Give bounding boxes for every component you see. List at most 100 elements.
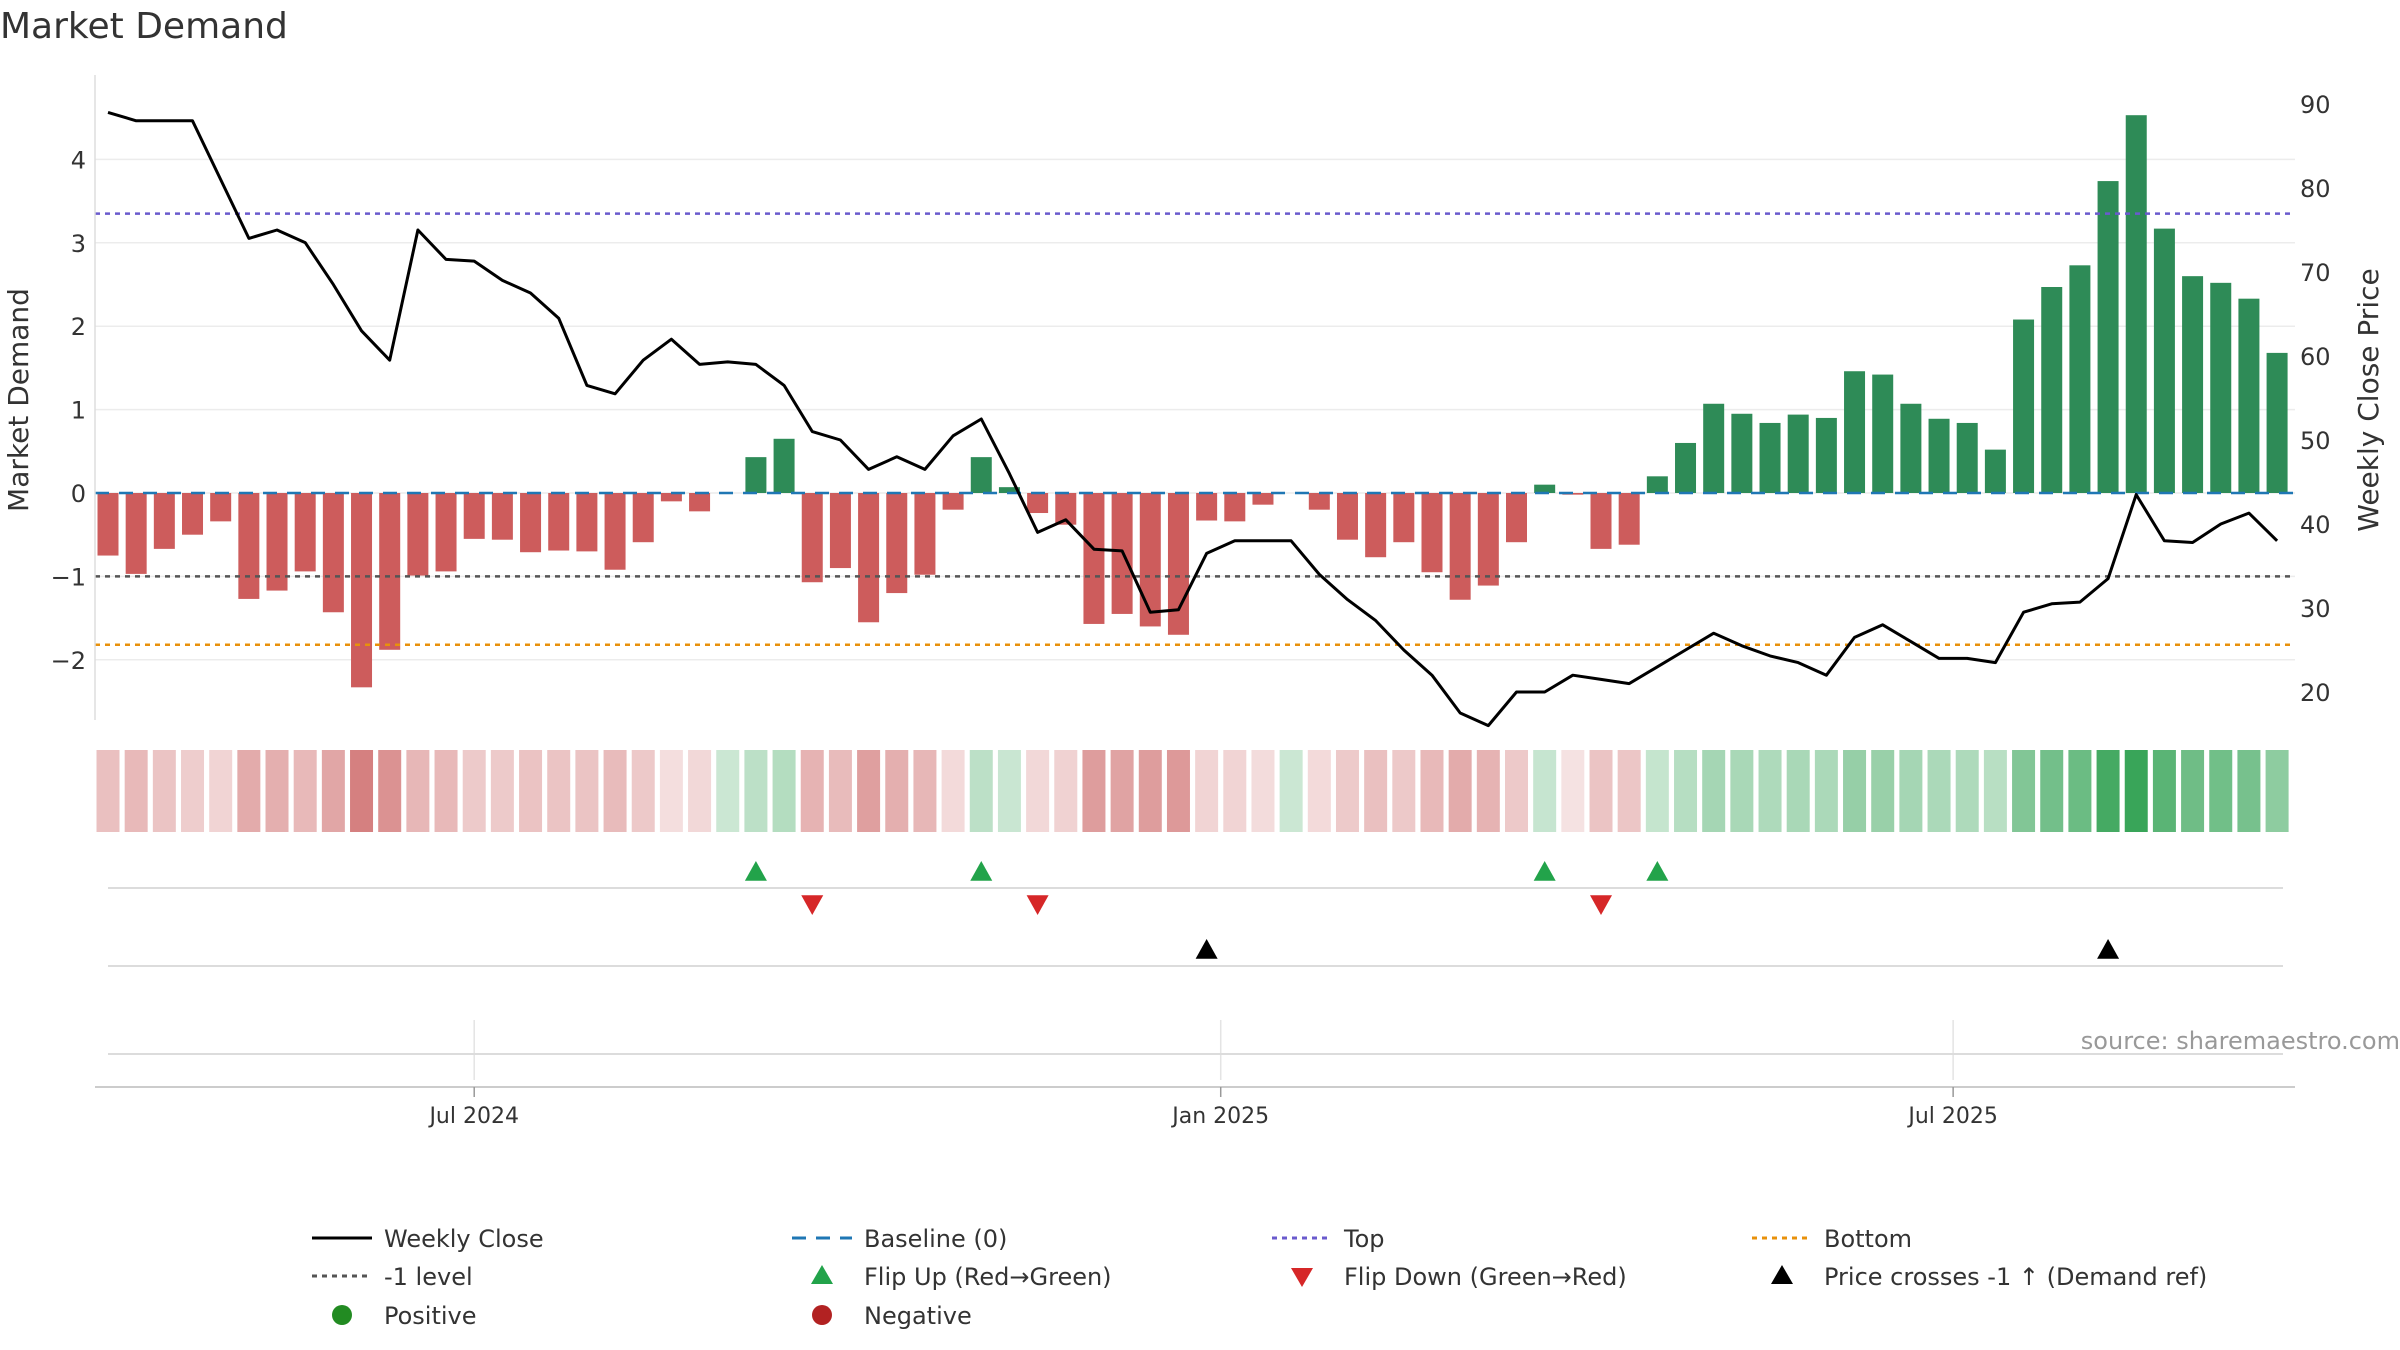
legend-label: Positive bbox=[384, 1302, 477, 1330]
demand-bar bbox=[407, 493, 429, 576]
heat-cell bbox=[2181, 750, 2205, 832]
demand-bar bbox=[1224, 493, 1246, 522]
demand-bar bbox=[463, 493, 485, 539]
heat-cell bbox=[1786, 750, 1810, 832]
heat-cell bbox=[1702, 750, 1726, 832]
heat-cell bbox=[688, 750, 712, 832]
heat-cell bbox=[1476, 750, 1500, 832]
heat-cell bbox=[1364, 750, 1388, 832]
demand-bar bbox=[801, 493, 823, 583]
demand-bar bbox=[97, 493, 119, 556]
heat-cell bbox=[2040, 750, 2064, 832]
x-tick-label: Jul 2025 bbox=[1906, 1104, 1998, 1129]
demand-bar bbox=[773, 438, 795, 493]
heat-cell bbox=[1223, 750, 1247, 832]
source-credit: source: sharemaestro.com bbox=[2081, 1027, 2400, 1055]
y-axis-left-label: Market Demand bbox=[2, 288, 35, 512]
heat-cell bbox=[1927, 750, 1951, 832]
legend-item: Flip Up (Red→Green) bbox=[811, 1263, 1112, 1291]
demand-bar bbox=[1196, 493, 1218, 521]
demand-bars bbox=[97, 115, 2288, 688]
heat-cell bbox=[1448, 750, 1472, 832]
heat-cell bbox=[2012, 750, 2036, 832]
demand-bar bbox=[379, 493, 401, 650]
legend-item: Baseline (0) bbox=[792, 1225, 1007, 1253]
demand-bar bbox=[1956, 422, 1978, 493]
heat-cell bbox=[2068, 750, 2092, 832]
heat-cell bbox=[2096, 750, 2120, 832]
x-tick-label: Jan 2025 bbox=[1170, 1104, 1269, 1129]
demand-bar bbox=[351, 493, 373, 688]
weekly-close-line bbox=[107, 110, 2279, 728]
heat-cell bbox=[744, 750, 768, 832]
heat-cell bbox=[1617, 750, 1641, 832]
demand-bar bbox=[970, 457, 992, 493]
legend-label: Price crosses -1 ↑ (Demand ref) bbox=[1824, 1263, 2207, 1291]
legend-label: Top bbox=[1343, 1225, 1385, 1253]
heat-cell bbox=[772, 750, 796, 832]
legend-swatch bbox=[1291, 1268, 1313, 1287]
y-tick-label-right: 30 bbox=[2300, 595, 2331, 623]
heat-cell bbox=[1814, 750, 1838, 832]
legend-item: Weekly Close bbox=[312, 1225, 544, 1253]
heat-cell bbox=[1899, 750, 1923, 832]
heat-cell bbox=[1082, 750, 1106, 832]
heat-cell bbox=[1505, 750, 1528, 832]
legend-swatch bbox=[812, 1305, 832, 1325]
legend-swatch bbox=[1771, 1265, 1793, 1284]
demand-bar bbox=[1872, 374, 1894, 493]
demand-bar bbox=[1365, 493, 1387, 558]
y-axis-right-label: Weekly Close Price bbox=[2352, 268, 2385, 531]
heat-cell bbox=[1138, 750, 1162, 832]
demand-heat-strip bbox=[96, 750, 2289, 832]
demand-bar bbox=[886, 493, 908, 594]
y-tick-label-left: 3 bbox=[71, 230, 86, 258]
heat-cell bbox=[237, 750, 261, 832]
demand-bar bbox=[182, 493, 204, 535]
demand-bar bbox=[1900, 403, 1922, 493]
heat-cell bbox=[941, 750, 965, 832]
event-markers bbox=[744, 861, 2120, 959]
demand-bar bbox=[745, 457, 767, 493]
heat-cell bbox=[547, 750, 571, 832]
legend-swatch bbox=[811, 1265, 833, 1284]
heat-cell bbox=[1420, 750, 1444, 832]
demand-bar bbox=[1618, 493, 1640, 545]
heat-cell bbox=[1758, 750, 1782, 832]
heat-cell bbox=[969, 750, 993, 832]
heat-cell bbox=[181, 750, 205, 832]
demand-bar bbox=[942, 493, 964, 510]
legend-item: -1 level bbox=[312, 1263, 473, 1291]
demand-bar bbox=[2210, 282, 2232, 493]
demand-bar bbox=[294, 493, 316, 572]
legend: Weekly Close Baseline (0) Top Bottom -1 leve… bbox=[312, 1225, 2207, 1330]
y-tick-label-left: −2 bbox=[51, 647, 86, 675]
heat-cell bbox=[1674, 750, 1698, 832]
flip-up-marker bbox=[1533, 861, 1556, 881]
heat-cell bbox=[378, 750, 402, 832]
heat-cell bbox=[575, 750, 599, 832]
demand-bar bbox=[1731, 413, 1753, 493]
flip-down-marker bbox=[1026, 895, 1049, 915]
demand-bar bbox=[2097, 181, 2119, 494]
demand-bar bbox=[153, 493, 175, 549]
demand-bar bbox=[1139, 493, 1161, 627]
demand-bar bbox=[660, 493, 682, 502]
demand-bar bbox=[1984, 449, 2006, 493]
x-tick-label: Jul 2024 bbox=[427, 1104, 519, 1129]
y-tick-label-left: −1 bbox=[51, 563, 86, 591]
demand-bar bbox=[1477, 493, 1499, 586]
heat-cell bbox=[96, 750, 120, 832]
heat-cell bbox=[1843, 750, 1867, 832]
heat-cell bbox=[1730, 750, 1754, 832]
flip-up-marker bbox=[1646, 861, 1669, 881]
y-tick-label-left: 0 bbox=[71, 480, 86, 508]
y-tick-label-right: 80 bbox=[2300, 175, 2331, 203]
legend-swatch bbox=[332, 1305, 352, 1325]
demand-bar bbox=[1421, 493, 1443, 573]
heat-cell bbox=[1335, 750, 1359, 832]
heat-cell bbox=[462, 750, 486, 832]
demand-bar bbox=[2041, 287, 2063, 493]
demand-bar bbox=[1787, 414, 1809, 493]
